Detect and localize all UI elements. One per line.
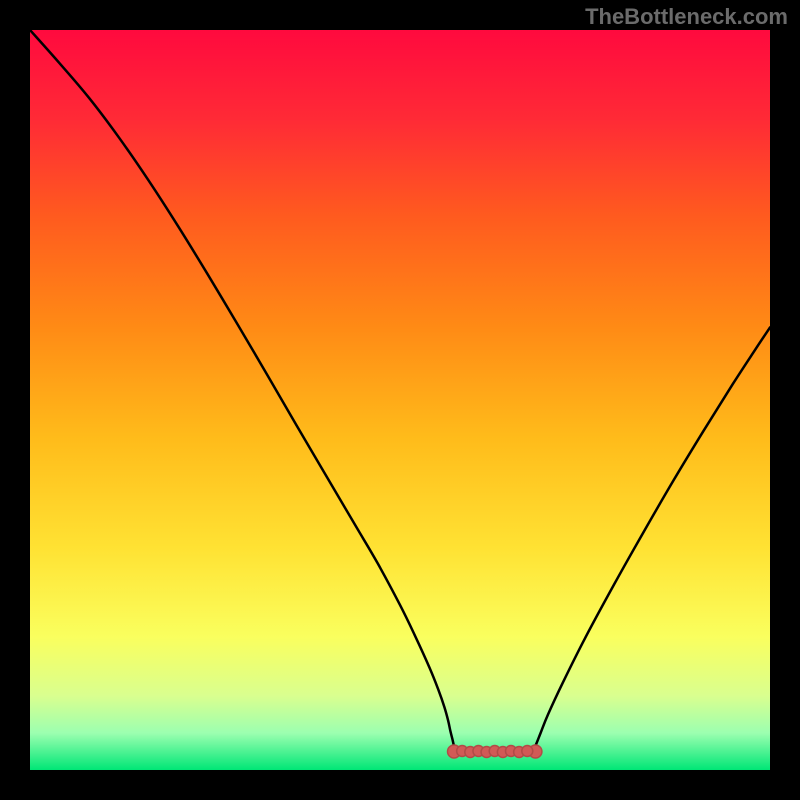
chart-plot-area (30, 30, 770, 770)
chart-container: TheBottleneck.com (0, 0, 800, 800)
watermark-text: TheBottleneck.com (585, 4, 788, 30)
bead-strip (448, 745, 542, 758)
gradient-background (30, 30, 770, 770)
